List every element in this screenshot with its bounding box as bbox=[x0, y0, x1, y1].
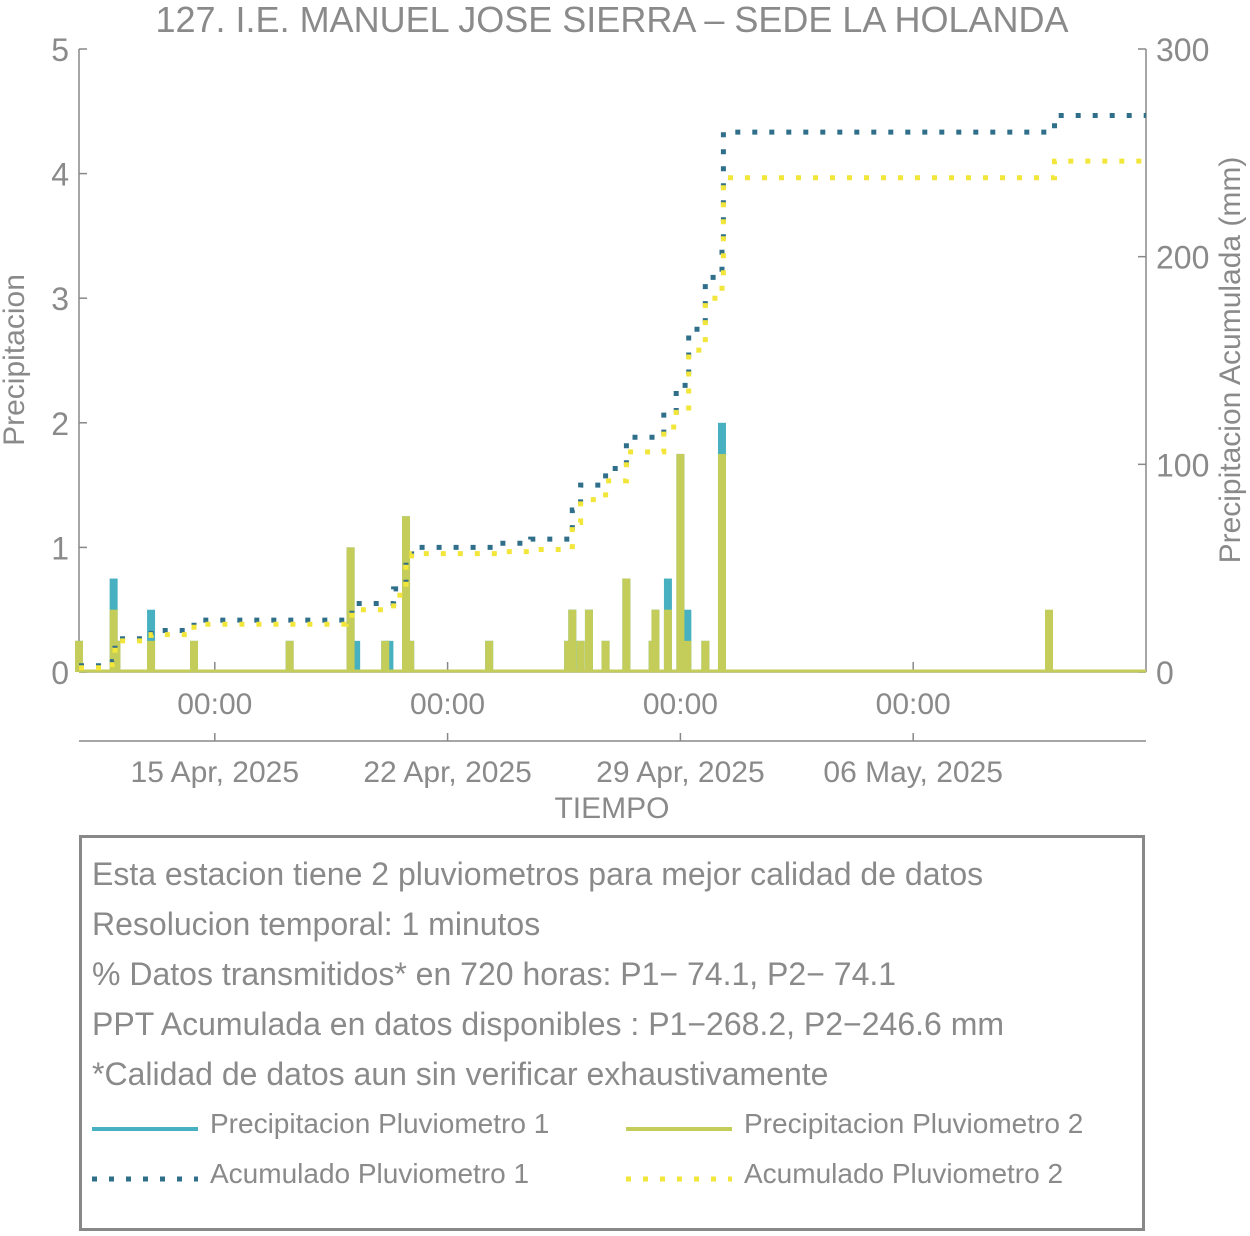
info-line-resolution: Resolucion temporal: 1 minutos bbox=[92, 906, 541, 942]
legend-label-acc2: Acumulado Pluviometro 2 bbox=[744, 1158, 1064, 1189]
info-line-stations: Esta estacion tiene 2 pluviometros para … bbox=[92, 856, 984, 892]
y-tick-label: 3 bbox=[51, 281, 69, 317]
legend-swatch-acc1 bbox=[92, 1176, 198, 1182]
legend-swatch-p1 bbox=[92, 1127, 198, 1131]
bar-pluviometro-2 bbox=[651, 609, 660, 672]
bar-pluviometro-2 bbox=[285, 640, 294, 672]
y-tick-label: 5 bbox=[51, 32, 69, 68]
legend-swatch-acc2 bbox=[626, 1176, 732, 1182]
bar-pluviometro-2 bbox=[717, 453, 726, 672]
bar-pluviometro-2 bbox=[701, 640, 710, 672]
legend-swatch-p2 bbox=[626, 1127, 732, 1131]
bar-pluviometro-2 bbox=[676, 453, 685, 672]
bar-pluviometro-2 bbox=[683, 640, 692, 672]
chart-title: 127. I.E. MANUEL JOSE SIERRA – SEDE LA H… bbox=[155, 0, 1068, 40]
x-tick-label: 00:00 bbox=[410, 688, 485, 721]
y-axis-label: Precipitacion bbox=[0, 274, 31, 446]
legend-label-p1: Precipitacion Pluviometro 1 bbox=[210, 1108, 550, 1139]
date-tick-label: 15 Apr, 2025 bbox=[131, 756, 300, 789]
y-tick-label: 2 bbox=[51, 406, 69, 442]
bar-pluviometro-2 bbox=[663, 609, 672, 672]
legend-label-p2: Precipitacion Pluviometro 2 bbox=[744, 1108, 1084, 1139]
bar-pluviometro-2 bbox=[601, 640, 610, 672]
bar-pluviometro-2 bbox=[564, 640, 573, 672]
y2-tick-label: 200 bbox=[1156, 240, 1209, 276]
info-line-quality: *Calidad de datos aun sin verificar exha… bbox=[92, 1056, 829, 1092]
bar-pluviometro-2 bbox=[576, 640, 585, 672]
info-line-accumulated: PPT Acumulada en datos disponibles : P1−… bbox=[92, 1006, 1004, 1042]
date-tick-label: 29 Apr, 2025 bbox=[596, 756, 765, 789]
info-box: Esta estacion tiene 2 pluviometros para … bbox=[79, 835, 1145, 1231]
bar-pluviometro-2 bbox=[584, 609, 593, 672]
line-acumulado-pluviometro-2 bbox=[79, 158, 1146, 671]
bar-pluviometro-2 bbox=[75, 640, 83, 672]
bar-pluviometro-2 bbox=[190, 640, 199, 672]
bar-pluviometro-2 bbox=[568, 609, 577, 672]
line-acumulado-pluviometro-1 bbox=[79, 113, 1146, 669]
y2-tick-label: 300 bbox=[1156, 32, 1209, 68]
bar-pluviometro-2 bbox=[381, 640, 390, 672]
legend-label-acc1: Acumulado Pluviometro 1 bbox=[210, 1158, 530, 1189]
bar-pluviometro-2 bbox=[112, 640, 121, 672]
date-tick-label: 22 Apr, 2025 bbox=[363, 756, 532, 789]
bar-pluviometro-2 bbox=[622, 578, 631, 672]
bar-pluviometro-1 bbox=[385, 640, 394, 672]
date-tick-label: 06 May, 2025 bbox=[823, 756, 1003, 789]
y-tick-label: 1 bbox=[51, 530, 69, 566]
bar-pluviometro-1 bbox=[352, 640, 361, 672]
info-line-transmitted: % Datos transmitidos* en 720 horas: P1− … bbox=[92, 956, 897, 992]
x-axis-label: TIEMPO bbox=[554, 792, 669, 825]
bar-pluviometro-2 bbox=[346, 547, 355, 672]
y2-tick-label: 100 bbox=[1156, 447, 1209, 483]
x-tick-label: 00:00 bbox=[876, 688, 951, 721]
y2-tick-label: 0 bbox=[1156, 655, 1174, 691]
y-tick-label: 4 bbox=[51, 157, 69, 193]
bar-pluviometro-2 bbox=[402, 516, 411, 672]
y2-axis-label: Precipitacion Acumulada (mm) bbox=[1214, 157, 1247, 564]
bar-pluviometro-2 bbox=[1045, 609, 1053, 672]
y-tick-label: 0 bbox=[51, 655, 69, 691]
bar-pluviometro-2 bbox=[485, 640, 494, 672]
x-tick-label: 00:00 bbox=[643, 688, 718, 721]
bar-pluviometro-2 bbox=[147, 640, 156, 672]
precipitation-chart: 127. I.E. MANUEL JOSE SIERRA – SEDE LA H… bbox=[0, 0, 1247, 825]
bar-pluviometro-2 bbox=[406, 640, 415, 672]
x-tick-label: 00:00 bbox=[177, 688, 252, 721]
